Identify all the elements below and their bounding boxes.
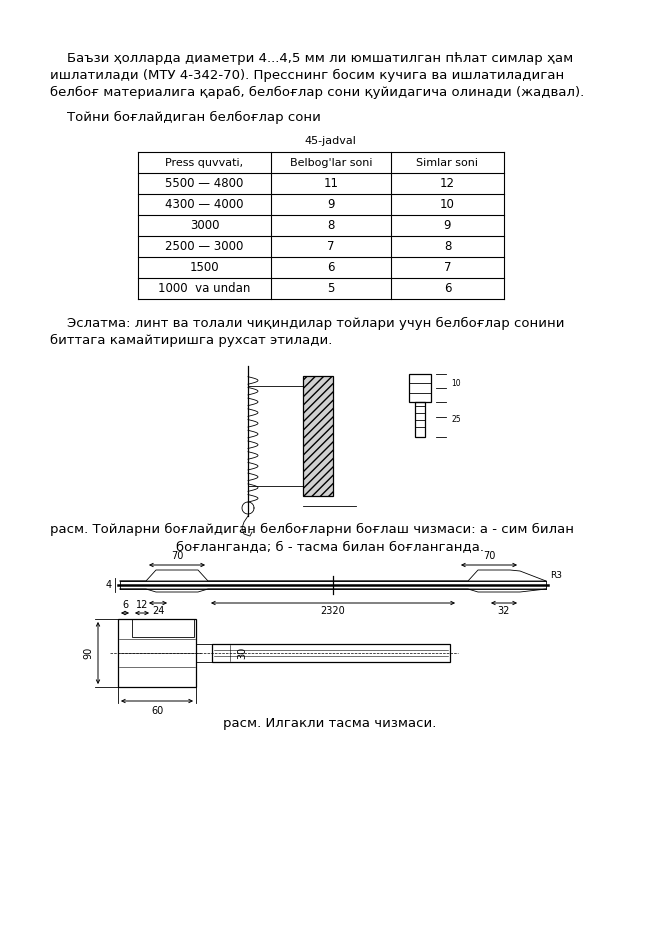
Text: 6: 6 — [327, 261, 334, 274]
Text: 9: 9 — [327, 198, 334, 211]
Text: 5500 — 4800: 5500 — 4800 — [165, 177, 244, 190]
Text: Simlar soni: Simlar soni — [416, 157, 479, 167]
Text: 5: 5 — [327, 282, 334, 295]
Text: 8: 8 — [444, 240, 451, 253]
Text: боғланганда; б - тасма билан боғланганда.: боғланганда; б - тасма билан боғланганда… — [176, 540, 484, 553]
Text: 4300 — 4000: 4300 — 4000 — [165, 198, 244, 211]
Text: Belbog'lar soni: Belbog'lar soni — [290, 157, 372, 167]
Text: 11: 11 — [323, 177, 338, 190]
Text: 6: 6 — [444, 282, 451, 295]
Text: 9: 9 — [444, 219, 451, 232]
Text: 70: 70 — [171, 551, 183, 561]
Text: ишлатилади (МТУ 4-342-70). Пресснинг босим кучига ва ишлатиладиган: ишлатилади (МТУ 4-342-70). Пресснинг бос… — [50, 69, 564, 82]
Text: 1500: 1500 — [190, 261, 219, 274]
Text: 90: 90 — [83, 647, 93, 659]
Text: расм. Илгакли тасма чизмаси.: расм. Илгакли тасма чизмаси. — [223, 717, 437, 730]
Text: Баъзи ҳолларда диаметри 4...4,5 мм ли юмшатилган пћлат симлар ҳам: Баъзи ҳолларда диаметри 4...4,5 мм ли юм… — [50, 52, 573, 65]
Bar — [118, 619, 196, 687]
Text: расм. Тойларни боғлайдиган белбоғларни боғлаш чизмаси: а - сим билан: расм. Тойларни боғлайдиган белбоғларни б… — [50, 523, 574, 536]
Text: 2320: 2320 — [321, 606, 346, 616]
Text: Эслатма: линт ва толали чиқиндилар тойлари учун белбоғлар сонини: Эслатма: линт ва толали чиқиндилар тойла… — [50, 317, 564, 330]
Text: 25: 25 — [451, 414, 461, 424]
Text: Тойни боғлайдиган белбоғлар сони: Тойни боғлайдиган белбоғлар сони — [50, 111, 321, 124]
Text: 32: 32 — [498, 606, 510, 616]
Text: 4: 4 — [106, 580, 112, 590]
Text: 3000: 3000 — [190, 219, 219, 232]
Bar — [303, 376, 333, 496]
Text: белбоғ материалига қараб, белбоғлар сони қуйидагича олинади (жадвал).: белбоғ материалига қараб, белбоғлар сони… — [50, 86, 584, 99]
Bar — [212, 644, 450, 662]
Text: R3: R3 — [550, 571, 562, 581]
Text: 6: 6 — [122, 600, 128, 610]
Text: 60: 60 — [151, 706, 163, 716]
Bar — [132, 619, 194, 637]
Text: 10: 10 — [440, 198, 455, 211]
Text: 12: 12 — [136, 600, 148, 610]
Text: 7: 7 — [444, 261, 451, 274]
Text: 12: 12 — [440, 177, 455, 190]
Text: 2500 — 3000: 2500 — 3000 — [165, 240, 244, 253]
Text: 7: 7 — [327, 240, 334, 253]
Text: 24: 24 — [152, 606, 164, 616]
Text: 8: 8 — [327, 219, 334, 232]
Text: Press quvvati,: Press quvvati, — [165, 157, 243, 167]
Text: 70: 70 — [483, 551, 495, 561]
Text: 30: 30 — [237, 647, 247, 659]
Text: 10: 10 — [451, 380, 461, 389]
Text: 1000  va undan: 1000 va undan — [159, 282, 251, 295]
Bar — [415, 402, 425, 437]
Text: биттага камайтиришга рухсат этилади.: биттага камайтиришга рухсат этилади. — [50, 334, 332, 347]
Bar — [409, 374, 431, 402]
Text: 45-jadval: 45-jadval — [304, 136, 356, 146]
